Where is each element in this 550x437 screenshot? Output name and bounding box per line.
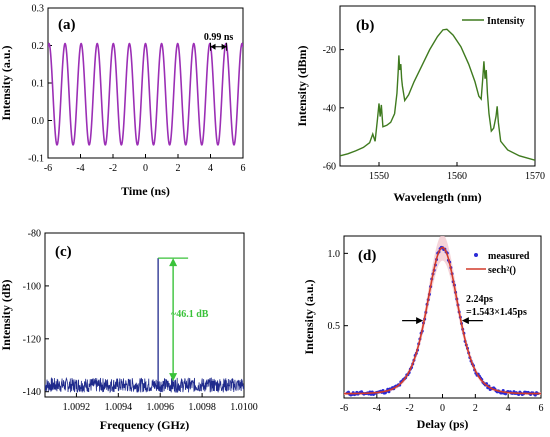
y-tick-label: -40 <box>323 103 336 114</box>
x-tick-label: 1.0100 <box>230 402 258 413</box>
b-legend-label: Intensity <box>487 16 525 27</box>
a-ticks: -6 -4 -2 0 2 4 6 -0.1 0.0 0.1 0.2 0.3 <box>28 4 245 175</box>
y-tick-label: -60 <box>323 162 336 173</box>
x-tick-label: 1570 <box>525 171 545 182</box>
a-period-arrow-left <box>210 43 216 50</box>
x-tick-label: 2 <box>176 163 181 174</box>
c-noise-floor <box>45 376 244 394</box>
x-tick-label: 1.0094 <box>105 402 133 413</box>
x-tick-label: -6 <box>340 403 348 414</box>
x-tick-label: 1.0092 <box>63 402 91 413</box>
x-tick-label: 1560 <box>447 171 467 182</box>
y-tick-label: -80 <box>28 229 41 240</box>
c-ylabel: Intensity (dB) <box>0 279 13 350</box>
y-tick-label: -0.1 <box>28 154 44 165</box>
c-snr-arrow <box>169 258 178 382</box>
y-tick-label: 0.0 <box>32 116 45 127</box>
y-tick-label: 0.1 <box>32 79 45 90</box>
x-tick-label: -2 <box>405 403 413 414</box>
c-noise-trace <box>45 376 244 394</box>
d-legend: measured sech²() <box>466 251 530 276</box>
b-series-line <box>340 28 535 161</box>
a-xlabel: Time (ns) <box>121 184 170 198</box>
plot-area-b <box>339 5 536 167</box>
d-ylabel: Intensity (a.u.) <box>302 279 316 354</box>
d-xlabel: Delay (ps) <box>417 417 469 431</box>
x-tick-label: 0 <box>440 403 445 414</box>
x-tick-label: -2 <box>109 163 117 174</box>
c-snr-label: ~46.1 dB <box>171 309 209 320</box>
x-tick-label: 1.0098 <box>188 402 216 413</box>
d-fwhm-label-2: =1.543×1.45ps <box>466 307 527 318</box>
c-arrow-head-down <box>169 373 178 382</box>
x-tick-label: 2 <box>473 403 478 414</box>
y-tick-label: -120 <box>23 334 41 345</box>
d-ticks: -6 -4 -2 0 2 4 6 0.5 1.0 <box>328 249 544 414</box>
x-tick-label: 0 <box>143 163 148 174</box>
d-fwhm-arrow-right-head <box>461 317 469 325</box>
c-ticks: 1.0092 1.0094 1.0096 1.0098 1.0100 -140 -120 -1… <box>23 229 258 414</box>
panel-c: 1.0092 1.0094 1.0096 1.0098 1.0100 -140 -120 -1… <box>0 229 258 433</box>
plot-area-a <box>47 7 244 159</box>
b-xlabel: Wavelength (nm) <box>393 190 481 204</box>
d-fwhm-arrows <box>402 317 483 325</box>
y-tick-label: 1.0 <box>328 249 341 260</box>
a-ylabel: Intensity (a.u.) <box>0 45 13 120</box>
panel-d: -6 -4 -2 0 2 4 6 0.5 1.0 measured sech²() 2.24ps… <box>302 235 544 431</box>
x-tick-label: 4 <box>208 163 213 174</box>
x-tick-label: 1550 <box>369 171 389 182</box>
a-period-annotation: 0.99 ns <box>204 32 234 51</box>
a-panel-label: (a) <box>58 17 76 33</box>
b-legend: Intensity <box>462 16 525 27</box>
plot-area-c <box>44 232 245 398</box>
y-tick-label: 0.5 <box>328 321 341 332</box>
x-tick-label: -4 <box>76 163 84 174</box>
d-fit-line <box>344 246 541 395</box>
y-tick-label: -20 <box>323 45 336 56</box>
plot-area-d <box>343 235 542 399</box>
b-panel-label: (b) <box>356 18 374 34</box>
d-legend-measured-label: measured <box>488 251 530 262</box>
x-tick-label: 1.0096 <box>146 402 174 413</box>
x-tick-label: -6 <box>44 163 52 174</box>
c-panel-label: (c) <box>55 244 72 260</box>
y-tick-label: -140 <box>23 387 41 398</box>
d-panel-label: (d) <box>358 248 376 264</box>
c-xlabel: Frequency (GHz) <box>100 418 189 432</box>
d-legend-measured-marker <box>474 253 478 257</box>
y-tick-label: -100 <box>23 281 41 292</box>
y-tick-label: 0.2 <box>32 41 45 52</box>
x-tick-label: 6 <box>539 403 544 414</box>
panel-b: 1550 1560 1570 -60 -40 -20 Intensity (b) Wave… <box>295 5 545 204</box>
x-tick-label: -4 <box>373 403 381 414</box>
d-legend-fit-label: sech²() <box>488 265 516 276</box>
b-ticks: 1550 1560 1570 -60 -40 -20 <box>323 45 545 182</box>
x-tick-label: 4 <box>506 403 511 414</box>
d-fwhm-label-1: 2.24ps <box>466 294 493 305</box>
x-tick-label: 6 <box>241 163 246 174</box>
a-period-label: 0.99 ns <box>204 32 234 43</box>
y-tick-label: 0.3 <box>32 4 45 15</box>
d-fwhm-arrow-left-head <box>416 317 424 325</box>
c-arrow-head-up <box>169 258 178 267</box>
b-ylabel: Intensity (dBm) <box>295 45 309 126</box>
a-period-arrow-right <box>221 43 227 50</box>
panel-a: -6 -4 -2 0 2 4 6 -0.1 0.0 0.1 0.2 0.3 0.99 ns (a) T… <box>0 4 246 199</box>
